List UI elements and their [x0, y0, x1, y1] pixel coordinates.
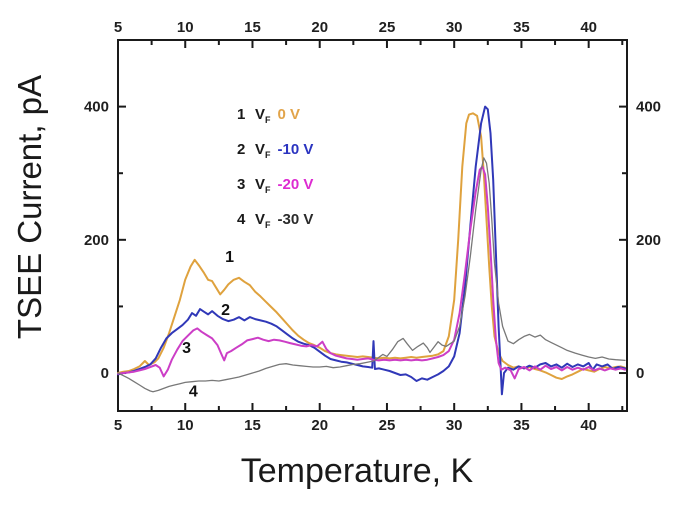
plot-frame	[117, 39, 628, 412]
x-axis-top-tick-label: 30	[446, 19, 463, 36]
legend-value: -30 V	[277, 211, 314, 228]
series-line-1	[117, 112, 626, 380]
x-axis-tick-label: 5	[114, 417, 122, 434]
x-axis-top-tick-label: 20	[311, 19, 328, 36]
legend-series-number: 3	[237, 176, 246, 193]
x-axis-top-tick-label: 5	[114, 19, 122, 36]
series-line-4	[117, 157, 626, 393]
x-axis-tick-label: 25	[379, 417, 396, 434]
x-axis-tick-label: 35	[513, 417, 530, 434]
curve-number-label: 4	[189, 383, 198, 400]
legend-symbol: VF	[255, 176, 271, 195]
legend-value: -20 V	[277, 176, 314, 193]
legend-symbol: VF	[255, 211, 271, 230]
legend-entry-2: 2 VF -10 V	[237, 135, 313, 170]
legend-symbol: VF	[255, 106, 271, 125]
x-axis-tick-label: 20	[311, 417, 328, 434]
series-line-2	[117, 105, 626, 396]
y-axis-tick-label: 400	[84, 99, 109, 116]
y-axis-title: TSEE Current, pA	[11, 74, 48, 340]
x-axis-top-tick-label: 15	[244, 19, 261, 36]
y-axis-right-tick-label: 0	[636, 365, 644, 382]
y-axis-right-tick-label: 200	[636, 232, 661, 249]
x-axis-tick-label: 10	[177, 417, 194, 434]
x-axis-tick-label: 40	[580, 417, 597, 434]
curve-number-label: 3	[182, 340, 191, 357]
chart-legend: 1 VF 0 V 2 VF -10 V 3 VF -20 V 4 VF -30 …	[237, 100, 313, 240]
legend-entry-3: 3 VF -20 V	[237, 170, 313, 205]
x-axis-top-tick-label: 25	[379, 19, 396, 36]
x-axis-top-tick-label: 40	[580, 19, 597, 36]
legend-symbol: VF	[255, 141, 271, 160]
x-axis-tick-label: 15	[244, 417, 261, 434]
y-axis-tick-label: 200	[84, 232, 109, 249]
legend-value: -10 V	[277, 141, 314, 158]
legend-entry-1: 1 VF 0 V	[237, 100, 313, 135]
curve-number-label: 2	[221, 302, 230, 319]
legend-series-number: 2	[237, 141, 246, 158]
y-axis-tick-label: 0	[101, 365, 109, 382]
legend-entry-4: 4 VF -30 V	[237, 205, 313, 240]
legend-series-number: 1	[237, 106, 246, 123]
legend-series-number: 4	[237, 211, 246, 228]
x-axis-top-tick-label: 10	[177, 19, 194, 36]
x-axis-title: Temperature, K	[240, 452, 474, 490]
legend-value: 0 V	[277, 106, 301, 123]
series-line-3	[117, 165, 626, 380]
y-axis-right-tick-label: 400	[636, 99, 661, 116]
curve-number-label: 1	[225, 249, 234, 266]
x-axis-tick-label: 30	[446, 417, 463, 434]
x-axis-top-tick-label: 35	[513, 19, 530, 36]
